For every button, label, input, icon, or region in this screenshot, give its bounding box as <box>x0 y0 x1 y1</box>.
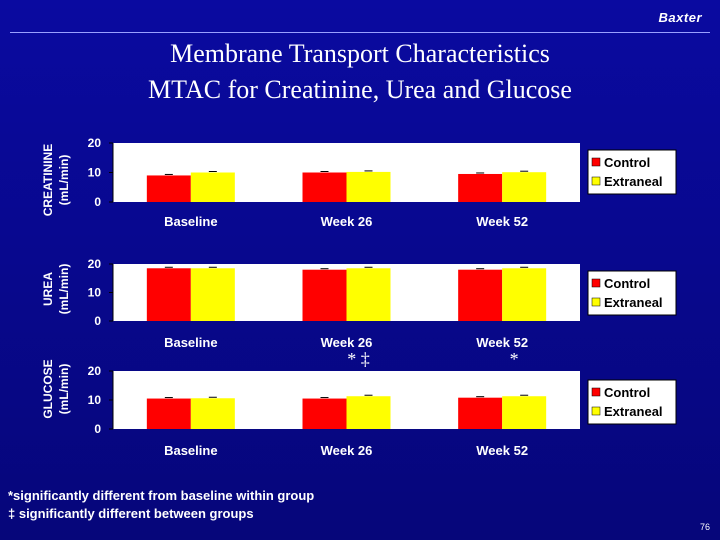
chart-3-category-label-3: Week 52 <box>476 443 528 458</box>
title-line-1: Membrane Transport Characteristics <box>170 39 550 68</box>
chart-2-ylabel-line-1: UREA <box>41 272 55 306</box>
footnote-significant-baseline: *significantly different from baseline w… <box>8 488 315 503</box>
chart-1-ytick-label-2: 20 <box>88 136 102 150</box>
title-line-2: MTAC for Creatinine, Urea and Glucose <box>148 75 572 104</box>
chart-2-category-label-1: Baseline <box>164 335 217 350</box>
chart-2-bar-control-3 <box>458 269 503 321</box>
chart-3-ylabel-line-2: (mL/min) <box>57 364 71 415</box>
chart-2-legend-label-control: Control <box>604 276 650 291</box>
chart-3-legend-box <box>587 379 677 425</box>
chart-3-annotation-3: * <box>510 349 519 369</box>
chart-1-bar-control-3 <box>458 173 503 202</box>
chart-2-bar-extraneal-1 <box>190 268 235 321</box>
chart-2-category-label-2: Week 26 <box>321 335 373 350</box>
chart-3-annotation-2: * ‡ <box>347 349 370 369</box>
chart-2-category-label-3: Week 52 <box>476 335 528 350</box>
chart-3-legend-swatch-control <box>591 387 601 397</box>
chart-3-category-label-1: Baseline <box>164 443 217 458</box>
chart-1-bar-extraneal-2 <box>346 171 391 202</box>
chart-1-ytick-label-1: 10 <box>88 166 102 180</box>
chart-3-ytick-label-1: 10 <box>88 393 102 407</box>
chart-1-legend-swatch-control <box>591 157 601 167</box>
slide-title: Membrane Transport Characteristics MTAC … <box>0 36 720 108</box>
chart-3-legend-swatch-extraneal <box>591 406 601 416</box>
chart-3-ytick-label-2: 20 <box>88 364 102 378</box>
chart-1-ytick-label-0: 0 <box>94 195 101 209</box>
chart-1-bar-control-1 <box>146 175 191 202</box>
chart-2-legend-swatch-extraneal <box>591 297 601 307</box>
chart-3-bar-extraneal-1 <box>190 398 235 429</box>
chart-2-ytick-label-1: 10 <box>88 286 102 300</box>
chart-1-legend-label-extraneal: Extraneal <box>604 174 663 189</box>
chart-2-legend-swatch-control <box>591 278 601 288</box>
chart-3-bar-control-1 <box>146 398 191 429</box>
chart-2-bar-extraneal-2 <box>346 268 391 321</box>
chart-2-bar-extraneal-3 <box>502 268 547 321</box>
chart-1-bar-control-2 <box>302 172 347 202</box>
chart-3-legend-label-control: Control <box>604 385 650 400</box>
chart-2-legend-label-extraneal: Extraneal <box>604 295 663 310</box>
page-number: 76 <box>699 522 710 532</box>
chart-1-ylabel-line-2: (mL/min) <box>57 155 71 206</box>
chart-3-legend-label-extraneal: Extraneal <box>604 404 663 419</box>
chart-1-ylabel-line-1: CREATININE <box>41 144 55 216</box>
chart-1-category-label-1: Baseline <box>164 214 217 229</box>
chart-2-bar-control-2 <box>302 269 347 321</box>
chart-1-category-label-3: Week 52 <box>476 214 528 229</box>
chart-3-ytick-label-0: 0 <box>94 422 101 436</box>
chart-2-ytick-label-0: 0 <box>94 314 101 328</box>
chart-1-category-label-2: Week 26 <box>321 214 373 229</box>
brand-logo: Baxter <box>658 10 702 25</box>
chart-3-ylabel-line-1: GLUCOSE <box>41 359 55 418</box>
chart-2-legend-box <box>587 270 677 316</box>
chart-3-bar-control-2 <box>302 398 347 429</box>
chart-1-legend-label-control: Control <box>604 155 650 170</box>
chart-3-bar-control-3 <box>458 397 503 429</box>
chart-2-ylabel-line-2: (mL/min) <box>57 264 71 315</box>
chart-3-bar-extraneal-2 <box>346 396 391 429</box>
footnote-significant-groups: ‡ significantly different between groups <box>8 506 254 521</box>
chart-3-category-label-2: Week 26 <box>321 443 373 458</box>
chart-2-ytick-label-2: 20 <box>88 257 102 271</box>
chart-3-bar-extraneal-3 <box>502 396 547 429</box>
chart-1-legend-swatch-extraneal <box>591 176 601 186</box>
top-divider <box>10 32 710 33</box>
chart-1-bar-extraneal-3 <box>502 172 547 202</box>
chart-2-bar-control-1 <box>146 268 191 321</box>
chart-1-bar-extraneal-1 <box>190 172 235 202</box>
chart-1-legend-box <box>587 149 677 195</box>
